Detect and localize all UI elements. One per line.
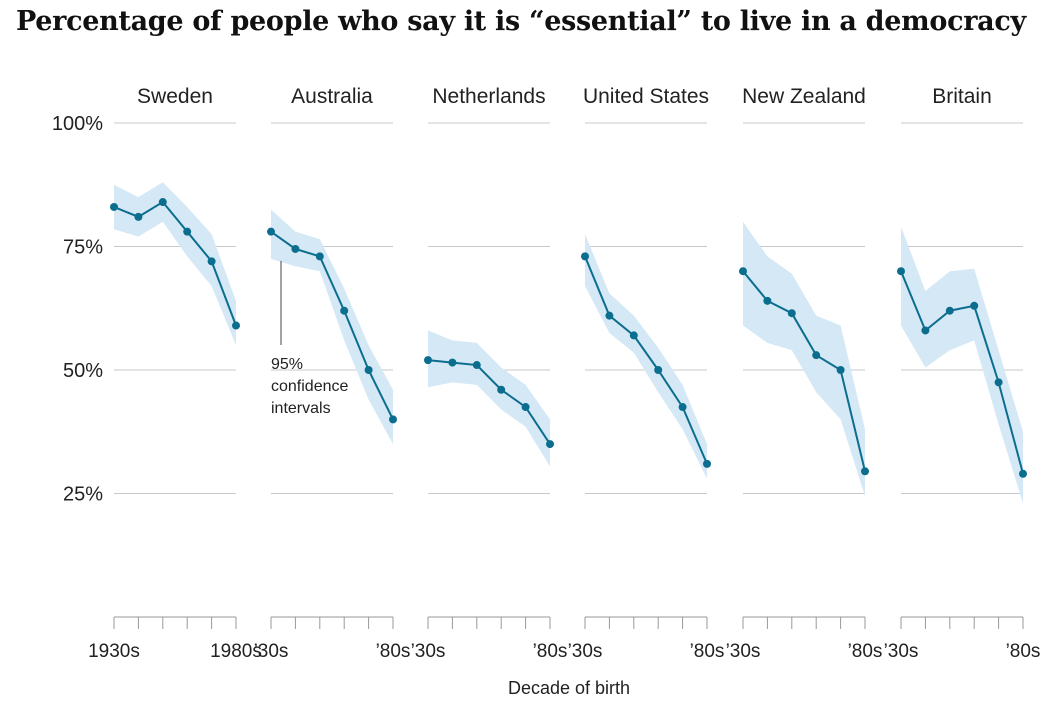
panel-title: Australia [291, 85, 373, 108]
series-line-netherlands [427, 359, 551, 445]
data-point-sweden [110, 202, 118, 211]
data-point-united-states [703, 459, 711, 468]
x-tick-label: 1980s [210, 641, 262, 662]
confidence-band-sweden [114, 182, 236, 346]
data-point-united-states [629, 331, 638, 340]
data-point-netherlands [424, 356, 432, 365]
confidence-band-australia [271, 209, 393, 445]
data-point-australia [389, 415, 397, 424]
annotation-text: confidence [271, 378, 348, 395]
x-tick-label: ’30s [411, 641, 446, 662]
data-point-united-states [654, 366, 663, 374]
data-point-netherlands [472, 361, 481, 370]
panel-title: United States [583, 85, 709, 108]
x-tick-label: ’80s [376, 641, 411, 662]
data-point-sweden [183, 227, 192, 236]
data-point-new-zealand [812, 351, 821, 360]
series-line-new-zealand [742, 270, 866, 472]
data-point-australia [315, 252, 324, 261]
data-point-netherlands [497, 385, 506, 394]
panel-title: New Zealand [742, 85, 866, 108]
series-line-britain [900, 270, 1024, 474]
annotation-text: 95% [271, 356, 303, 373]
panel-title: Netherlands [432, 85, 545, 108]
x-tick-label: ’30s [884, 641, 919, 662]
x-tick-label: ’80s [1006, 641, 1041, 662]
data-point-britain [897, 267, 905, 276]
data-point-netherlands [546, 440, 554, 449]
data-point-united-states [581, 252, 589, 261]
data-point-netherlands [521, 403, 530, 412]
y-tick-label: 100% [52, 113, 103, 135]
data-point-sweden [207, 257, 216, 266]
data-point-sweden [134, 212, 143, 221]
data-point-new-zealand [763, 296, 772, 305]
panel-title: Britain [932, 85, 992, 108]
data-point-australia [267, 227, 275, 236]
x-tick-label: ’30s [568, 641, 603, 662]
data-point-britain [921, 326, 930, 335]
series-line-united-states [584, 255, 708, 465]
data-point-britain [1019, 469, 1027, 478]
data-point-australia [291, 244, 300, 253]
x-tick-label: 1930s [88, 641, 140, 662]
data-point-australia [340, 306, 349, 315]
data-point-australia [364, 366, 373, 374]
confidence-band-united-states [585, 234, 707, 479]
y-tick-label: 75% [63, 237, 103, 259]
confidence-band-britain [901, 226, 1023, 504]
data-point-united-states [678, 403, 687, 412]
data-point-new-zealand [836, 366, 845, 374]
data-point-new-zealand [787, 309, 796, 318]
data-point-netherlands [448, 358, 457, 367]
data-point-sweden [232, 321, 240, 330]
series-line-australia [270, 230, 394, 420]
annotation-text: intervals [271, 400, 331, 417]
x-tick-label: ’80s [848, 641, 883, 662]
data-point-new-zealand [861, 467, 869, 476]
data-point-united-states [605, 311, 614, 320]
series-line-sweden [113, 200, 237, 326]
y-tick-label: 50% [63, 360, 103, 382]
confidence-band-new-zealand [743, 221, 865, 496]
x-tick-label: ’80s [690, 641, 725, 662]
data-point-britain [970, 301, 979, 310]
x-tick-label: ’30s [726, 641, 761, 662]
data-point-britain [945, 306, 954, 315]
data-point-sweden [158, 198, 167, 207]
x-tick-label: ’30s [254, 641, 289, 662]
x-tick-label: ’80s [533, 641, 568, 662]
x-axis-label: Decade of birth [508, 678, 630, 698]
y-tick-label: 25% [63, 484, 103, 506]
panel-title: Sweden [137, 85, 213, 108]
chart-title: Percentage of people who say it is “esse… [16, 6, 1026, 37]
data-point-britain [994, 378, 1003, 387]
data-point-new-zealand [739, 267, 747, 276]
confidence-band-netherlands [428, 330, 550, 467]
